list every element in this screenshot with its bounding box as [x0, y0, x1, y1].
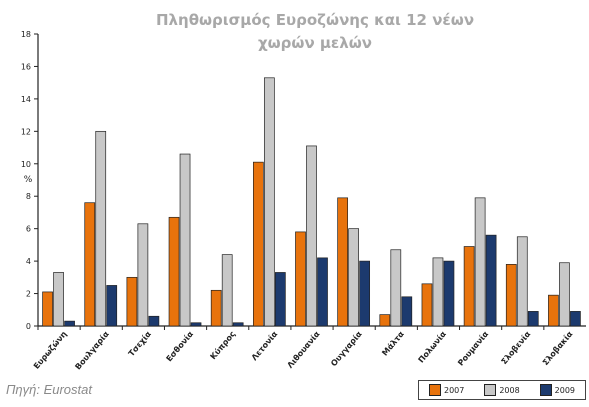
bar-2008-2	[137, 223, 149, 327]
bar-2008-0	[53, 272, 64, 327]
bar-2007-11	[505, 264, 517, 327]
legend-label: 2007	[443, 385, 465, 395]
legend-item-2008: 2008	[484, 384, 520, 396]
bar-2008-1	[95, 130, 107, 327]
bar-2007-1	[84, 202, 96, 327]
bar-2007-3	[168, 216, 180, 327]
y-tick-label: 2	[26, 290, 31, 299]
legend-label: 2009	[554, 385, 575, 395]
bar-2009-7	[359, 260, 371, 327]
y-tick-label: 12	[21, 127, 31, 136]
bar-2007-5	[252, 161, 264, 327]
y-tick-label: 4	[26, 257, 31, 266]
legend-swatch	[539, 384, 552, 396]
bar-2008-12	[559, 262, 570, 327]
y-tick-label: 18	[21, 30, 31, 39]
bar-2009-0	[64, 320, 75, 327]
x-tick-label: Μάλτα	[380, 329, 406, 357]
chart-title-line-2: χωρών μελών	[258, 34, 372, 52]
bar-2008-6	[306, 145, 317, 327]
x-tick-label: Λετονία	[249, 328, 280, 362]
legend-label: 2008	[499, 385, 520, 395]
bar-2009-12	[570, 311, 581, 327]
chart-title-group: Πληθωρισμός Ευροζώνης και 12 νέων χωρών μ…	[156, 11, 474, 52]
x-tick-label: Κύπρος	[209, 329, 238, 361]
source-note: Πηγή: Eurostat	[6, 382, 92, 397]
y-tick-label: 16	[21, 62, 31, 71]
x-tick-label: Σλοβενία	[499, 328, 533, 366]
bar-2008-5	[263, 77, 275, 327]
x-tick-label: Λιθουανία	[285, 328, 322, 369]
x-tick-label: Τσεχία	[126, 328, 153, 358]
bar-2007-4	[210, 289, 222, 327]
bar-2007-0	[42, 291, 53, 327]
x-tick-label: Ευρωζώνη	[31, 329, 69, 371]
bar-2008-7	[348, 228, 360, 327]
x-tick-label: Εσθονία	[164, 328, 196, 363]
bars	[37, 77, 581, 330]
bar-2007-8	[379, 314, 391, 327]
bar-2009-4	[232, 322, 244, 327]
bar-2007-12	[548, 294, 559, 327]
bar-2009-6	[317, 257, 328, 327]
legend: 2007 2008 2009	[418, 380, 586, 400]
bar-2008-3	[179, 153, 191, 327]
x-tick-label: Σλοβακία	[540, 328, 575, 367]
y-tick-label: 6	[26, 225, 31, 234]
y-tick-label: 0	[26, 322, 31, 331]
bar-2007-9	[421, 283, 433, 327]
bar-2009-3	[190, 322, 202, 327]
bar-2009-8	[401, 296, 413, 327]
bar-2007-10	[463, 246, 475, 327]
bar-2009-5	[274, 272, 286, 327]
y-tick-label: 8	[26, 192, 31, 201]
bar-2007-2	[126, 276, 138, 327]
x-tick-label: Πολωνία	[416, 328, 449, 364]
legend-item-2007: 2007	[428, 384, 465, 396]
bar-2009-11	[527, 311, 539, 327]
legend-swatch	[484, 384, 497, 396]
bar-2009-10	[485, 234, 497, 327]
chart-title-line-1: Πληθωρισμός Ευροζώνης και 12 νέων	[156, 11, 474, 29]
legend-item-2009: 2009	[539, 384, 575, 396]
x-tick-label: Ρουμανία	[455, 328, 490, 367]
bar-2008-9	[432, 257, 444, 327]
bar-2009-2	[148, 315, 160, 327]
bar-2008-10	[474, 197, 486, 327]
bar-2009-1	[106, 285, 118, 327]
bar-2007-6	[295, 231, 306, 327]
y-tick-label: 14	[21, 95, 31, 104]
x-tick-label: Βουλγαρία	[73, 328, 111, 371]
y-axis-label: %	[24, 175, 33, 185]
bar-2008-4	[221, 254, 233, 327]
bar-2009-9	[443, 260, 455, 327]
bar-2007-7	[337, 197, 349, 327]
bar-2008-8	[390, 249, 402, 327]
x-tick-labels: Ευρωζώνη Βουλγαρία Τσεχία Εσθονία Κύπρος Λετο…	[31, 328, 575, 371]
bar-2008-11	[516, 236, 528, 327]
x-tick-label: Ουγγαρία	[328, 328, 364, 368]
legend-swatch	[428, 384, 441, 396]
y-tick-label: 10	[21, 160, 31, 169]
